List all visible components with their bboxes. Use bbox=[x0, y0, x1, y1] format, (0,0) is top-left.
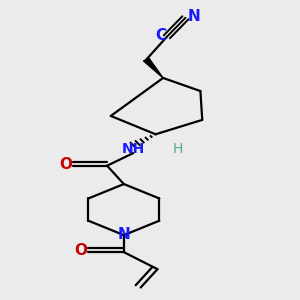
Text: H: H bbox=[173, 142, 183, 156]
Text: NH: NH bbox=[122, 142, 145, 156]
Text: N: N bbox=[187, 9, 200, 24]
Polygon shape bbox=[143, 58, 163, 78]
Text: O: O bbox=[59, 157, 73, 172]
Text: N: N bbox=[118, 226, 130, 242]
Text: C: C bbox=[156, 28, 167, 43]
Text: O: O bbox=[74, 243, 87, 258]
